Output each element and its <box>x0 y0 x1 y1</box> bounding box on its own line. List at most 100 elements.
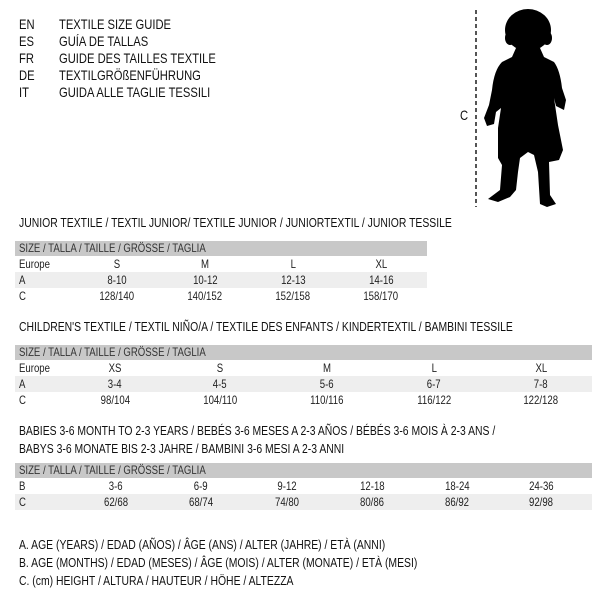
table-cell-text: M <box>323 361 331 375</box>
row-label: B <box>19 478 27 494</box>
row-label: Europe <box>19 360 58 376</box>
table-cell: 74/80 <box>247 494 327 510</box>
height-measure-label: C <box>460 107 469 123</box>
table-cell-text: 98/104 <box>100 393 130 407</box>
size-table: SIZE / TALLA / TAILLE / GRÖSSE / TAGLIA B… <box>15 463 592 510</box>
table-cell: XS <box>75 360 155 376</box>
row-label-text: B <box>19 479 26 493</box>
table-cell-text: 24-36 <box>528 479 554 493</box>
language-title: GUIDE DES TAILLES TEXTILE <box>59 50 255 67</box>
table-cell-text: 6-9 <box>194 479 208 493</box>
table-cell-text: S <box>113 257 121 271</box>
table-cell-text: 86/92 <box>444 495 470 509</box>
table-cell: 12-13 <box>253 272 333 288</box>
language-title-text: GUIDA ALLE TAGLIE TESSILI <box>59 84 211 100</box>
language-title: GUIDA ALLE TAGLIE TESSILI <box>59 84 248 101</box>
table-cell: 8-10 <box>77 272 157 288</box>
table-cell-text: 116/122 <box>417 393 451 407</box>
table-header-text: SIZE / TALLA / TAILLE / GRÖSSE / TAGLIA <box>19 463 206 477</box>
table-cell-text: 128/140 <box>99 289 135 303</box>
table-row: B 3-6 6-9 9-12 12-18 18-24 24-36 <box>15 478 592 494</box>
table-cell-text: 68/74 <box>188 495 214 509</box>
table-cell-text: 74/80 <box>274 495 300 509</box>
table-cell: 3-4 <box>75 376 155 392</box>
table-cell: M <box>165 256 245 272</box>
child-silhouette-icon <box>475 9 566 207</box>
table-cell: 6-9 <box>161 478 241 494</box>
table-cell-text: S <box>216 361 224 375</box>
row-label: Europe <box>19 256 58 272</box>
language-code-text: FR <box>19 50 34 66</box>
table-cell-text: 104/110 <box>203 393 237 407</box>
row-label-text: C <box>19 495 26 509</box>
table-cell: 62/68 <box>76 494 156 510</box>
table-cell: 18-24 <box>417 478 497 494</box>
legend-item-text: A. AGE (YEARS) / EDAD (AÑOS) / ÂGE (ANS)… <box>19 537 386 552</box>
table-cell: 10-12 <box>165 272 245 288</box>
table-cell: 86/92 <box>417 494 497 510</box>
table-cell: 80/86 <box>332 494 412 510</box>
table-cell-text: 4-5 <box>213 377 227 391</box>
table-cell: 9-12 <box>247 478 327 494</box>
table-cell-text: 8-10 <box>107 273 127 287</box>
table-title: JUNIOR TEXTILE / TEXTIL JUNIOR/ TEXTILE … <box>19 214 560 231</box>
table-cell-text: 110/116 <box>310 393 344 407</box>
table-cell-text: XL <box>535 361 547 375</box>
table-cell-text: 80/86 <box>359 495 385 509</box>
table-cell-text: M <box>201 257 209 271</box>
table-header-text: SIZE / TALLA / TAILLE / GRÖSSE / TAGLIA <box>19 345 206 359</box>
table-cell-text: 62/68 <box>103 495 129 509</box>
table-cell: S <box>180 360 260 376</box>
row-label: C <box>19 392 28 408</box>
table-title: BABYS 3-6 MONATE BIS 2-3 JAHRE / BAMBINI… <box>19 440 426 457</box>
table-cell-text: 9-12 <box>277 479 297 493</box>
row-label: A <box>19 376 27 392</box>
table-cell-text: 140/152 <box>187 289 223 303</box>
legend-item: C. (cm) HEIGHT / ALTURA / HAUTEUR / HÖHE… <box>19 572 362 589</box>
row-label-text: A <box>19 377 26 391</box>
language-code-text: ES <box>19 33 34 49</box>
row-label-text: Europe <box>19 257 50 271</box>
table-cell-text: 92/98 <box>528 495 554 509</box>
table-title: BABIES 3-6 MONTH TO 2-3 YEARS / BEBÉS 3-… <box>19 422 600 439</box>
table-header: SIZE / TALLA / TAILLE / GRÖSSE / TAGLIA <box>15 345 592 360</box>
table-cell: 5-6 <box>287 376 367 392</box>
table-cell-text: 152/158 <box>275 289 311 303</box>
table-cell-text: 5-6 <box>320 377 334 391</box>
table-cell-text: 10-12 <box>192 273 218 287</box>
table-title-text: CHILDREN'S TEXTILE / TEXTIL NIÑO/A / TEX… <box>19 319 513 334</box>
row-label-text: C <box>19 289 26 303</box>
table-cell: L <box>253 256 333 272</box>
table-cell: 14-16 <box>341 272 421 288</box>
size-table: SIZE / TALLA / TAILLE / GRÖSSE / TAGLIA E… <box>15 241 427 304</box>
table-header: SIZE / TALLA / TAILLE / GRÖSSE / TAGLIA <box>15 463 592 478</box>
table-row: Europe S M L XL <box>15 256 427 272</box>
table-cell: 140/152 <box>165 288 245 304</box>
table-cell: XL <box>341 256 421 272</box>
table-cell: 3-6 <box>76 478 156 494</box>
table-title: CHILDREN'S TEXTILE / TEXTIL NIÑO/A / TEX… <box>19 318 600 335</box>
language-code: EN <box>19 16 38 33</box>
table-row: A 8-10 10-12 12-13 14-16 <box>15 272 427 288</box>
language-title: TEXTILE SIZE GUIDE <box>59 16 199 33</box>
table-title-text: JUNIOR TEXTILE / TEXTIL JUNIOR/ TEXTILE … <box>19 215 452 230</box>
table-cell-text: 3-4 <box>108 377 122 391</box>
language-title-text: GUÍA DE TALLAS <box>59 33 149 49</box>
table-row: C 98/104 104/110 110/116 116/122 122/128 <box>15 392 592 408</box>
row-label: C <box>19 288 28 304</box>
table-cell: 7-8 <box>501 376 581 392</box>
table-cell: S <box>77 256 157 272</box>
table-cell: 128/140 <box>77 288 157 304</box>
table-cell: XL <box>501 360 581 376</box>
language-code-text: DE <box>19 67 35 83</box>
table-cell: 116/122 <box>394 392 474 408</box>
language-title-text: GUIDE DES TAILLES TEXTILE <box>59 50 216 66</box>
table-cell-text: 3-6 <box>109 479 123 493</box>
row-label-text: A <box>19 273 26 287</box>
language-code: IT <box>19 84 31 101</box>
table-cell-text: 18-24 <box>444 479 470 493</box>
table-cell: L <box>394 360 474 376</box>
language-title-text: TEXTILE SIZE GUIDE <box>59 16 172 32</box>
language-code: FR <box>19 50 38 67</box>
table-cell: 4-5 <box>180 376 260 392</box>
